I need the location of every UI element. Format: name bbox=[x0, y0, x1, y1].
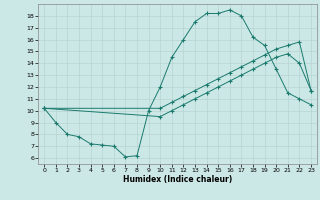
X-axis label: Humidex (Indice chaleur): Humidex (Indice chaleur) bbox=[123, 175, 232, 184]
